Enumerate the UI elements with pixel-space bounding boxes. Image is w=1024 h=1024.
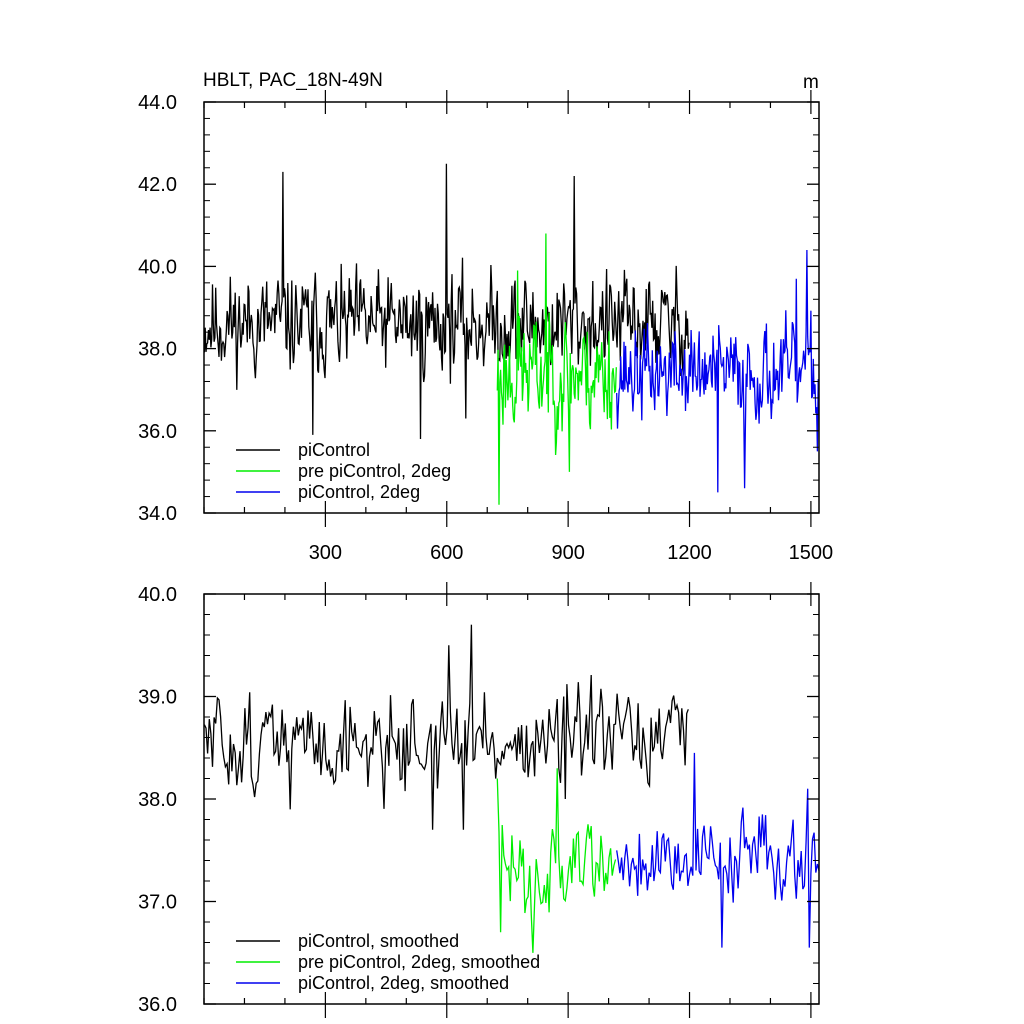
y-tick-label: 40.0 (138, 256, 177, 278)
series-line-pre-picontrol-2deg (496, 233, 617, 505)
legend-label-pre-picontrol-2deg-smoothed: pre piControl, 2deg, smoothed (298, 952, 540, 972)
y-tick-label: 36.0 (138, 994, 177, 1016)
top-panel-axes: 34.0 36.0 38.0 40.0 42.0 44.0 300 600 900 1200 150… (138, 90, 833, 564)
y-tick-label: 40.0 (138, 584, 177, 606)
bottom-panel-frame (203, 593, 820, 1005)
bottom-panel: 36.0 37.0 38.0 39.0 40.0 piControl, smoothed… (138, 582, 820, 1018)
y-tick-label: 42.0 (138, 174, 177, 196)
y-tick-label: 37.0 (138, 892, 177, 914)
top-panel-frame (203, 101, 820, 514)
x-tick-label: 900 (551, 542, 584, 564)
legend-label-picontrol-2deg: piControl, 2deg (298, 482, 420, 502)
series-line-picontrol-2deg (616, 249, 820, 493)
series-line-picontrol-smoothed (203, 624, 689, 830)
y-tick-label: 34.0 (138, 503, 177, 525)
y-tick-label: 38.0 (138, 339, 177, 361)
top-panel: 34.0 36.0 38.0 40.0 42.0 44.0 300 600 900 1200 150… (138, 90, 833, 564)
x-tick-label: 1500 (789, 542, 834, 564)
bottom-panel-series (203, 624, 820, 953)
x-tick-label: 600 (430, 542, 463, 564)
x-tick-label: 1200 (667, 542, 712, 564)
legend-label-picontrol-smoothed: piControl, smoothed (298, 931, 459, 951)
legend-label-picontrol: piControl (298, 440, 370, 460)
x-tick-label: 300 (309, 542, 342, 564)
bottom-panel-legend: piControl, smoothed pre piControl, 2deg,… (236, 931, 540, 993)
units-label: m (803, 72, 819, 93)
legend-label-pre-picontrol-2deg: pre piControl, 2deg (298, 461, 451, 481)
y-tick-label: 36.0 (138, 421, 177, 443)
series-line-pre-picontrol-2deg-smoothed (496, 768, 617, 953)
series-line-picontrol-2deg-smoothed (616, 752, 820, 948)
top-panel-legend: piControl pre piControl, 2deg piControl,… (236, 440, 451, 502)
bottom-panel-axes: 36.0 37.0 38.0 39.0 40.0 (138, 582, 819, 1018)
chart-title: HBLT, PAC_18N-49N (203, 70, 383, 91)
top-panel-series (203, 163, 820, 505)
y-tick-label: 39.0 (138, 687, 177, 709)
legend-label-picontrol-2deg-smoothed: piControl, 2deg, smoothed (298, 973, 509, 993)
y-tick-label: 44.0 (138, 92, 177, 114)
y-tick-label: 38.0 (138, 789, 177, 811)
